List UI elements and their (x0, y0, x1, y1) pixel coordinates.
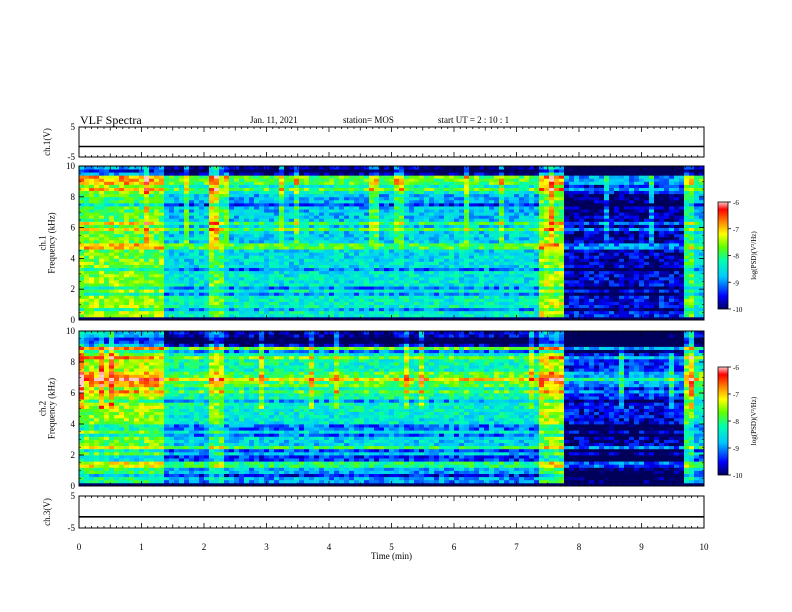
x-tick-label: 6 (452, 542, 457, 552)
x-tick-label: 7 (514, 542, 519, 552)
y-axis-label: ch.1 (38, 235, 48, 250)
y-tick-label: 2 (71, 450, 76, 460)
y-axis-label: Frequency (kHz) (47, 212, 57, 273)
colorbar-tick-label: -8 (733, 253, 739, 261)
y-tick-label: 0 (71, 481, 76, 491)
x-axis-label: Time (min) (371, 551, 412, 561)
colorbar-tick-label: -10 (733, 306, 743, 314)
colorbar-label: log(PSD)(V²/Hz) (750, 231, 758, 280)
x-tick-label: 9 (639, 542, 644, 552)
x-tick-label: 8 (577, 542, 582, 552)
y-tick-label: 10 (66, 326, 76, 336)
y-tick-label: 4 (71, 253, 76, 263)
y-tick-label: 5 (71, 122, 76, 132)
y-tick-label: 10 (66, 161, 76, 171)
figure-date: Jan. 11, 2021 (250, 115, 298, 125)
y-axis-label: ch.2 (38, 401, 48, 416)
y-axis-label: ch.1(V) (42, 128, 52, 156)
figure-start-time: start UT = 2 : 10 : 1 (438, 115, 510, 125)
y-tick-label: -5 (68, 523, 76, 533)
y-tick-label: 5 (71, 491, 76, 501)
x-tick-label: 2 (202, 542, 207, 552)
y-tick-label: 8 (71, 357, 76, 367)
y-axis-label: Frequency (kHz) (47, 378, 57, 439)
colorbar-tick-label: -8 (733, 418, 739, 426)
x-tick-label: 4 (327, 542, 332, 552)
colorbar-1 (717, 201, 729, 310)
x-tick-label: 1 (139, 542, 144, 552)
y-tick-label: 6 (71, 223, 76, 233)
colorbar-tick-label: -9 (733, 445, 739, 453)
figure-title: VLF Spectra (80, 113, 142, 127)
x-tick-label: 0 (77, 542, 82, 552)
colorbar-tick-label: -6 (733, 364, 739, 372)
figure-station: station= MOS (343, 115, 394, 125)
x-tick-label: 10 (700, 542, 710, 552)
y-tick-label: 2 (71, 284, 76, 294)
colorbar-tick-label: -9 (733, 279, 739, 287)
colorbar-tick-label: -7 (733, 391, 739, 399)
y-axis-label: ch.3(V) (42, 498, 52, 526)
colorbar-tick-label: -10 (733, 472, 743, 480)
colorbar-label: log(PSD)(V²/Hz) (750, 396, 758, 445)
spectrogram-1 (79, 166, 705, 321)
x-tick-label: 5 (389, 542, 394, 552)
colorbar-2 (717, 366, 729, 476)
spectrogram-2 (79, 331, 705, 487)
y-tick-label: 8 (71, 192, 76, 202)
y-tick-label: 6 (71, 388, 76, 398)
y-tick-label: 0 (71, 315, 76, 325)
colorbar-tick-label: -7 (733, 226, 739, 234)
x-tick-label: 3 (264, 542, 269, 552)
y-tick-label: 4 (71, 419, 76, 429)
y-tick-label: -5 (68, 152, 76, 162)
colorbar-tick-label: -6 (733, 199, 739, 207)
